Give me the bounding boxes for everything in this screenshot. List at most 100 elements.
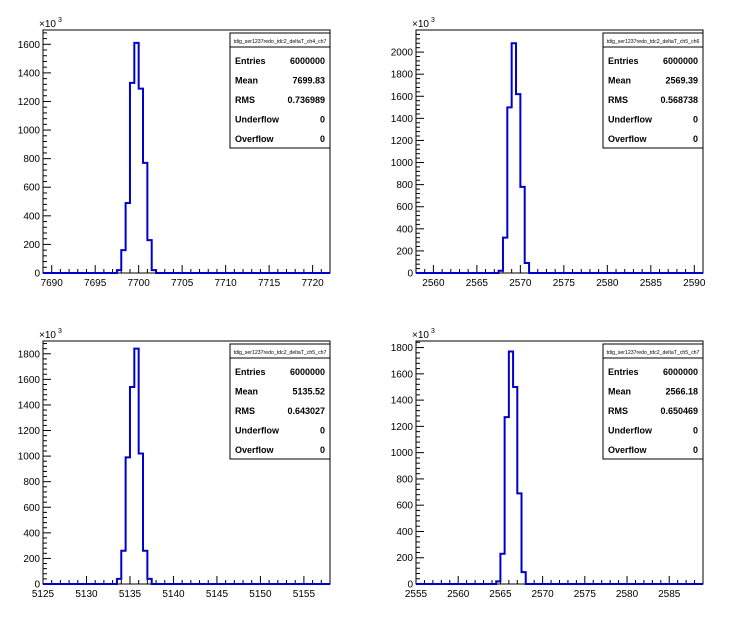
x-tick-label: 2560 <box>422 278 445 289</box>
stats-label-overflow: Overflow <box>608 134 648 144</box>
y-multiplier-label: ×10 <box>39 19 56 30</box>
stats-label-mean: Mean <box>235 387 258 397</box>
y-tick-label: 1000 <box>18 452 41 463</box>
stats-value-underflow: 0 <box>693 115 698 125</box>
x-tick-label: 2565 <box>466 278 489 289</box>
x-tick-label: 2570 <box>531 589 554 600</box>
y-tick-label: 1200 <box>391 136 414 147</box>
x-tick-label: 2565 <box>489 589 512 600</box>
histogram-series-line <box>416 350 703 585</box>
y-tick-label: 600 <box>23 183 40 194</box>
x-tick-label: 5155 <box>293 589 316 600</box>
x-tick-label: 5130 <box>75 589 98 600</box>
y-tick-label: 0 <box>407 580 413 591</box>
stats-box-title: tdig_ser1237redo_tdc2_deltaT_ch4_ch7 <box>234 39 327 45</box>
stats-box-title: tdig_ser1237redo_tdc2_deltaT_ch5_ch7 <box>234 350 327 356</box>
x-tick-label: 7700 <box>128 278 151 289</box>
y-tick-label: 1000 <box>391 448 414 459</box>
stats-box <box>602 343 704 460</box>
stats-value-mean: 7699.83 <box>292 76 325 86</box>
x-tick-label: 7715 <box>258 278 281 289</box>
y-tick-label: 800 <box>396 474 413 485</box>
stats-box-title: tdig_ser1237redo_tdc2_deltaT_ch5_ch7 <box>607 350 700 356</box>
stats-value-rms: 0.643027 <box>287 406 325 416</box>
histogram-panel-1: 0 200 400 600 800 1000 1200 1400 1600 7690 7695 770… <box>18 17 331 289</box>
stats-label-mean: Mean <box>608 76 631 86</box>
y-tick-label: 1000 <box>391 158 414 169</box>
stats-label-entries: Entries <box>235 367 266 377</box>
y-tick-label: 400 <box>23 211 40 222</box>
stats-box <box>229 343 331 460</box>
histogram-series-line <box>43 347 330 585</box>
y-tick-label: 800 <box>23 154 40 165</box>
stats-label-underflow: Underflow <box>235 426 280 436</box>
y-tick-label: 400 <box>396 224 413 235</box>
stats-value-mean: 2569.39 <box>665 76 698 86</box>
x-tick-label: 7690 <box>41 278 64 289</box>
stats-label-overflow: Overflow <box>608 445 648 455</box>
x-tick-label: 2570 <box>509 278 532 289</box>
y-tick-label: 0 <box>407 269 413 280</box>
stats-box <box>602 32 704 149</box>
stats-value-entries: 6000000 <box>290 367 325 377</box>
stats-value-overflow: 0 <box>320 445 325 455</box>
y-tick-label: 200 <box>23 240 40 251</box>
x-tick-label: 2580 <box>616 589 639 600</box>
y-tick-label: 200 <box>396 553 413 564</box>
stats-value-underflow: 0 <box>320 426 325 436</box>
stats-label-rms: RMS <box>235 95 255 105</box>
y-tick-label: 800 <box>396 180 413 191</box>
stats-label-overflow: Overflow <box>235 445 275 455</box>
x-tick-label: 5125 <box>32 589 55 600</box>
y-tick-label: 1400 <box>18 400 41 411</box>
y-tick-label: 0 <box>34 580 40 591</box>
stats-value-rms: 0.568738 <box>660 95 698 105</box>
y-tick-label: 1200 <box>18 97 41 108</box>
stats-value-overflow: 0 <box>320 134 325 144</box>
stats-label-underflow: Underflow <box>608 426 653 436</box>
x-tick-label: 2575 <box>553 278 576 289</box>
y-tick-label: 200 <box>396 246 413 257</box>
y-tick-label: 1600 <box>391 369 414 380</box>
y-tick-label: 1600 <box>18 40 41 51</box>
stats-value-underflow: 0 <box>320 115 325 125</box>
x-tick-label: 2590 <box>683 278 706 289</box>
y-multiplier-exponent: 3 <box>431 328 435 335</box>
y-multiplier-exponent: 3 <box>58 328 62 335</box>
y-tick-label: 1800 <box>391 343 414 354</box>
stats-value-entries: 6000000 <box>290 56 325 66</box>
stats-label-underflow: Underflow <box>235 115 280 125</box>
histogram-series-line <box>416 42 703 274</box>
y-multiplier-label: ×10 <box>412 330 429 341</box>
x-tick-label: 5150 <box>249 589 272 600</box>
x-tick-label: 7720 <box>301 278 324 289</box>
stats-value-rms: 0.736989 <box>287 95 325 105</box>
stats-label-entries: Entries <box>608 367 639 377</box>
y-tick-label: 1800 <box>18 349 41 360</box>
stats-value-overflow: 0 <box>693 445 698 455</box>
stats-box-title: tdig_ser1237redo_tdc2_deltaT_ch5_ch6 <box>607 39 700 45</box>
y-tick-label: 2000 <box>391 48 414 59</box>
y-tick-label: 1200 <box>18 426 41 437</box>
x-tick-label: 5140 <box>162 589 185 600</box>
x-tick-label: 7695 <box>84 278 107 289</box>
stats-value-underflow: 0 <box>693 426 698 436</box>
stats-value-overflow: 0 <box>693 134 698 144</box>
stats-value-entries: 6000000 <box>663 56 698 66</box>
stats-label-mean: Mean <box>235 76 258 86</box>
histogram-panel-4: 0 200 400 600 800 1000 1200 1400 1600 1800 2555 256… <box>391 328 704 600</box>
y-tick-label: 800 <box>23 477 40 488</box>
stats-label-mean: Mean <box>608 387 631 397</box>
y-tick-label: 1600 <box>18 375 41 386</box>
y-multiplier-exponent: 3 <box>431 17 435 24</box>
x-tick-label: 7710 <box>215 278 238 289</box>
stats-box <box>229 32 331 149</box>
x-tick-label: 2560 <box>447 589 470 600</box>
y-tick-label: 200 <box>23 554 40 565</box>
stats-label-entries: Entries <box>608 56 639 66</box>
stats-label-rms: RMS <box>608 95 628 105</box>
y-multiplier-label: ×10 <box>412 19 429 30</box>
stats-value-entries: 6000000 <box>663 367 698 377</box>
y-tick-label: 1400 <box>391 396 414 407</box>
